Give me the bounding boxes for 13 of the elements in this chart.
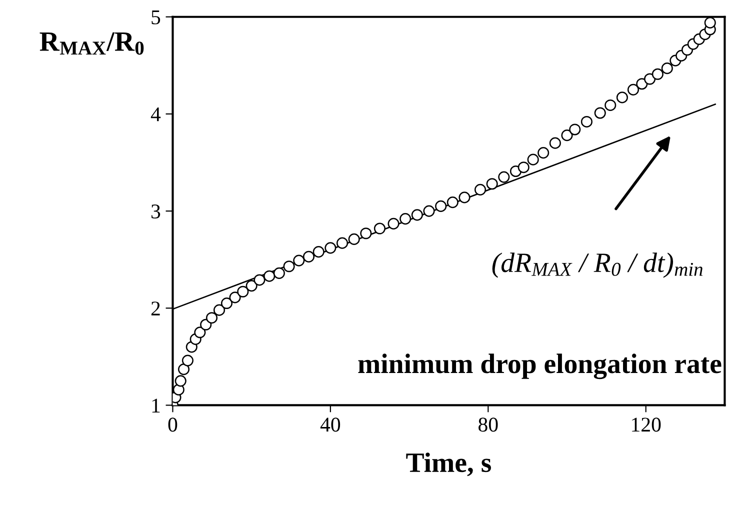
y-tick-label: 3 <box>152 204 160 218</box>
x-tick-label: 80 <box>478 418 498 432</box>
x-tick-label: 0 <box>168 418 178 432</box>
y-tick-label: 4 <box>150 107 161 122</box>
y-tick-label: 2 <box>151 302 160 316</box>
x-axis-title: Time, s <box>406 452 492 476</box>
x-tick-label: 40 <box>320 418 340 432</box>
y-tick-label: 1 <box>152 398 160 412</box>
y-axis-title: R$_{MAX}$/R$_{0}$ <box>40 32 144 55</box>
x-tick-label: 120 <box>632 418 661 432</box>
annotation: minimum drop elongation rate <box>358 354 722 380</box>
y-tick-label: 5 <box>152 10 160 24</box>
annotation: (dR$_{MAX}$ / R$_{0}$ / dt)$_{min}$ <box>492 252 702 278</box>
